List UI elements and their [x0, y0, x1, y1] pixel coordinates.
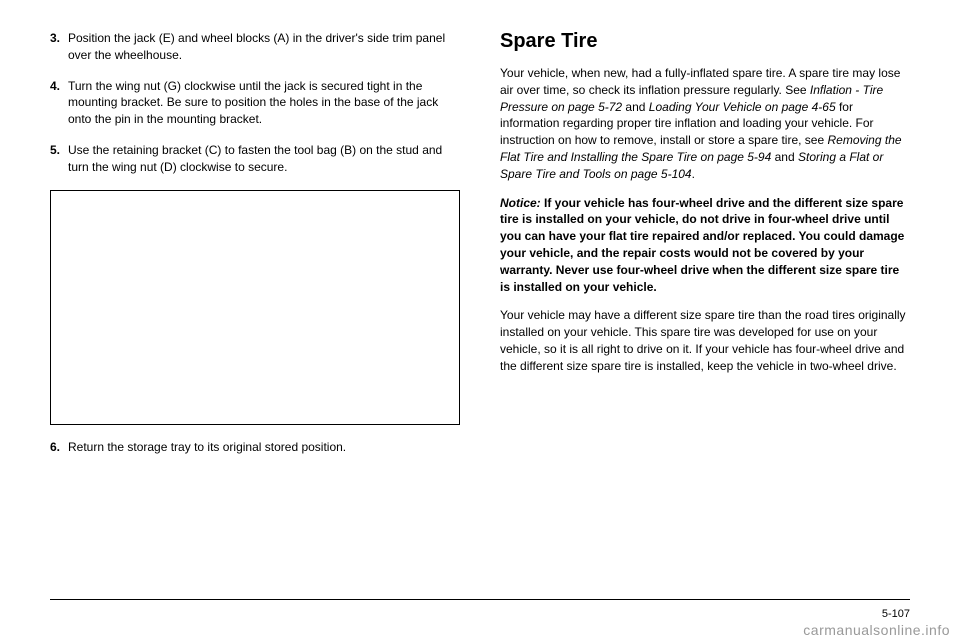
- step-number: 6.: [50, 439, 68, 456]
- text-run: and: [771, 150, 798, 164]
- text-run: .: [692, 167, 695, 181]
- paragraph-1: Your vehicle, when new, had a fully-infl…: [500, 65, 910, 183]
- figure-placeholder: [50, 190, 460, 425]
- section-title: Spare Tire: [500, 30, 910, 53]
- page-columns: 3. Position the jack (E) and wheel block…: [50, 30, 910, 570]
- step-text: Return the storage tray to its original …: [68, 439, 460, 456]
- reference-link: Loading Your Vehicle on page 4-65: [649, 100, 836, 114]
- paragraph-3: Your vehicle may have a different size s…: [500, 307, 910, 374]
- page-number: 5-107: [882, 608, 910, 620]
- step-number: 4.: [50, 78, 68, 128]
- notice-label: Notice:: [500, 196, 541, 210]
- step-text: Turn the wing nut (G) clockwise until th…: [68, 78, 460, 128]
- step-4: 4. Turn the wing nut (G) clockwise until…: [50, 78, 460, 128]
- text-run: and: [622, 100, 649, 114]
- step-number: 5.: [50, 142, 68, 176]
- watermark: carmanualsonline.info: [803, 622, 950, 638]
- step-text: Use the retaining bracket (C) to fasten …: [68, 142, 460, 176]
- notice-text: If your vehicle has four-wheel drive and…: [500, 196, 904, 294]
- step-5: 5. Use the retaining bracket (C) to fast…: [50, 142, 460, 176]
- right-column: Spare Tire Your vehicle, when new, had a…: [500, 30, 910, 570]
- step-6: 6. Return the storage tray to its origin…: [50, 439, 460, 456]
- footer-divider: [50, 599, 910, 600]
- left-column: 3. Position the jack (E) and wheel block…: [50, 30, 460, 570]
- step-number: 3.: [50, 30, 68, 64]
- step-text: Position the jack (E) and wheel blocks (…: [68, 30, 460, 64]
- step-3: 3. Position the jack (E) and wheel block…: [50, 30, 460, 64]
- notice-paragraph: Notice: If your vehicle has four-wheel d…: [500, 195, 910, 296]
